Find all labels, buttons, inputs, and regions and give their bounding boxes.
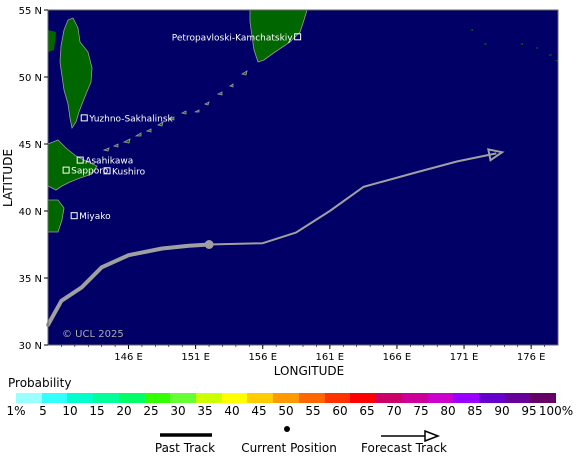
kuril-islands (102, 70, 248, 152)
probability-label: 40 (224, 404, 240, 418)
past-track-key-label: Past Track (154, 441, 216, 455)
city-marker (80, 114, 88, 122)
forecast-track-key-arrow (424, 429, 441, 443)
lon-tick-label: 166 E (383, 352, 412, 363)
probability-swatch (401, 393, 428, 403)
probability-swatch (247, 393, 274, 403)
forecast-track-line (209, 152, 497, 246)
storm-track-map: Petropavloski-Kamchatskiy Yuzhno-Sakhalin… (1, 6, 559, 375)
probability-swatch (41, 393, 68, 403)
probability-label: 70 (386, 404, 402, 418)
probability-swatch (16, 393, 42, 403)
probability-swatch (221, 393, 248, 403)
copyright-text: © UCL 2025 (62, 329, 124, 340)
probability-label: 75 (413, 404, 429, 418)
probability-label: 30 (170, 404, 186, 418)
longitude-tick-labels: 146 E 151 E 156 E 161 E 166 E 171 E 176 E (61, 345, 545, 363)
probability-label: 1% (6, 404, 26, 418)
probability-swatch (118, 393, 145, 403)
mainland-edge (48, 30, 56, 52)
land-masses (47, 9, 558, 233)
probability-swatch (504, 393, 531, 403)
current-position-key-label: Current Position (241, 441, 337, 455)
city-marker (294, 33, 302, 41)
city-label: Kushiro (112, 167, 146, 177)
probability-swatch (427, 393, 454, 403)
track-key-symbols (160, 426, 441, 443)
probability-label: 20 (116, 404, 132, 418)
probability-label: 95 (521, 404, 537, 418)
track-key: Past Track Current Position Forecast Tra… (0, 424, 580, 464)
city-marker (62, 166, 70, 174)
probability-label: 85 (467, 404, 483, 418)
probability-swatch (196, 393, 222, 403)
kamchatka-land (249, 9, 308, 63)
probability-swatch (67, 393, 94, 403)
city-label: Asahikawa (85, 157, 133, 167)
probability-swatch (324, 393, 351, 403)
probability-scale-labels: 1% 5 10 15 20 25 30 35 40 45 50 55 60 65 70 75 80 85 90 95 1… (0, 404, 580, 420)
x-axis-label: LONGITUDE (274, 364, 344, 375)
probability-swatch (478, 393, 505, 403)
current-position-key-dot (284, 426, 290, 432)
y-axis-label: LATITUDE (1, 149, 15, 207)
tracks (46, 148, 505, 327)
forecast-arrowhead (487, 148, 505, 162)
probability-label: 35 (197, 404, 213, 418)
latitude-tick-labels: 55 N 50 N 45 N 40 N 35 N 30 N (19, 6, 48, 352)
lon-tick-label: 176 E (517, 352, 546, 363)
city-markers: Petropavloski-Kamchatskiy Yuzhno-Sakhalin… (62, 33, 302, 222)
ocean-area (48, 10, 558, 345)
city-label: Miyako (79, 212, 111, 222)
lat-tick-label: 40 N (19, 207, 42, 218)
lon-tick-label: 171 E (450, 352, 479, 363)
probability-label: 60 (332, 404, 348, 418)
probability-swatch (530, 393, 557, 403)
probability-swatch (93, 393, 119, 403)
lat-tick-label: 45 N (19, 140, 42, 151)
current-position-marker (204, 240, 214, 249)
past-track-line (46, 242, 212, 327)
probability-label: 25 (143, 404, 159, 418)
lon-tick-label: 151 E (181, 352, 210, 363)
lon-tick-label: 161 E (316, 352, 345, 363)
lat-tick-label: 35 N (19, 274, 42, 285)
probability-color-bar (16, 393, 557, 403)
probability-swatch (170, 393, 197, 403)
probability-label: 90 (494, 404, 510, 418)
sakhalin-land (59, 17, 93, 130)
probability-label: 15 (89, 404, 105, 418)
lon-tick-label: 156 E (248, 352, 277, 363)
forecast-track-key-label: Forecast Track (361, 441, 447, 455)
city-label: Petropavloski-Kamchatskiy (172, 33, 294, 43)
lat-tick-label: 30 N (19, 341, 42, 352)
probability-label: 50 (278, 404, 294, 418)
probability-label: 10 (62, 404, 78, 418)
probability-label: 5 (39, 404, 47, 418)
city-marker (103, 167, 111, 175)
city-label: Yuzhno-Sakhalinsk (88, 114, 173, 124)
city-marker (70, 212, 78, 220)
probability-label: 100% (538, 404, 574, 418)
probability-swatch (144, 393, 171, 403)
lat-tick-label: 55 N (19, 6, 42, 17)
probability-swatch (273, 393, 299, 403)
lat-tick-label: 50 N (19, 73, 42, 84)
probability-label: 45 (251, 404, 267, 418)
city-marker (76, 156, 84, 164)
probability-swatch (298, 393, 325, 403)
probability-label: 80 (440, 404, 456, 418)
city-label: Sapporo (71, 167, 109, 177)
probability-label: 55 (305, 404, 321, 418)
lon-tick-label: 146 E (114, 352, 143, 363)
probability-swatch (350, 393, 377, 403)
probability-label: 65 (359, 404, 375, 418)
probability-swatch (453, 393, 479, 403)
probability-swatch (376, 393, 402, 403)
probability-legend-title: Probability (8, 376, 72, 390)
